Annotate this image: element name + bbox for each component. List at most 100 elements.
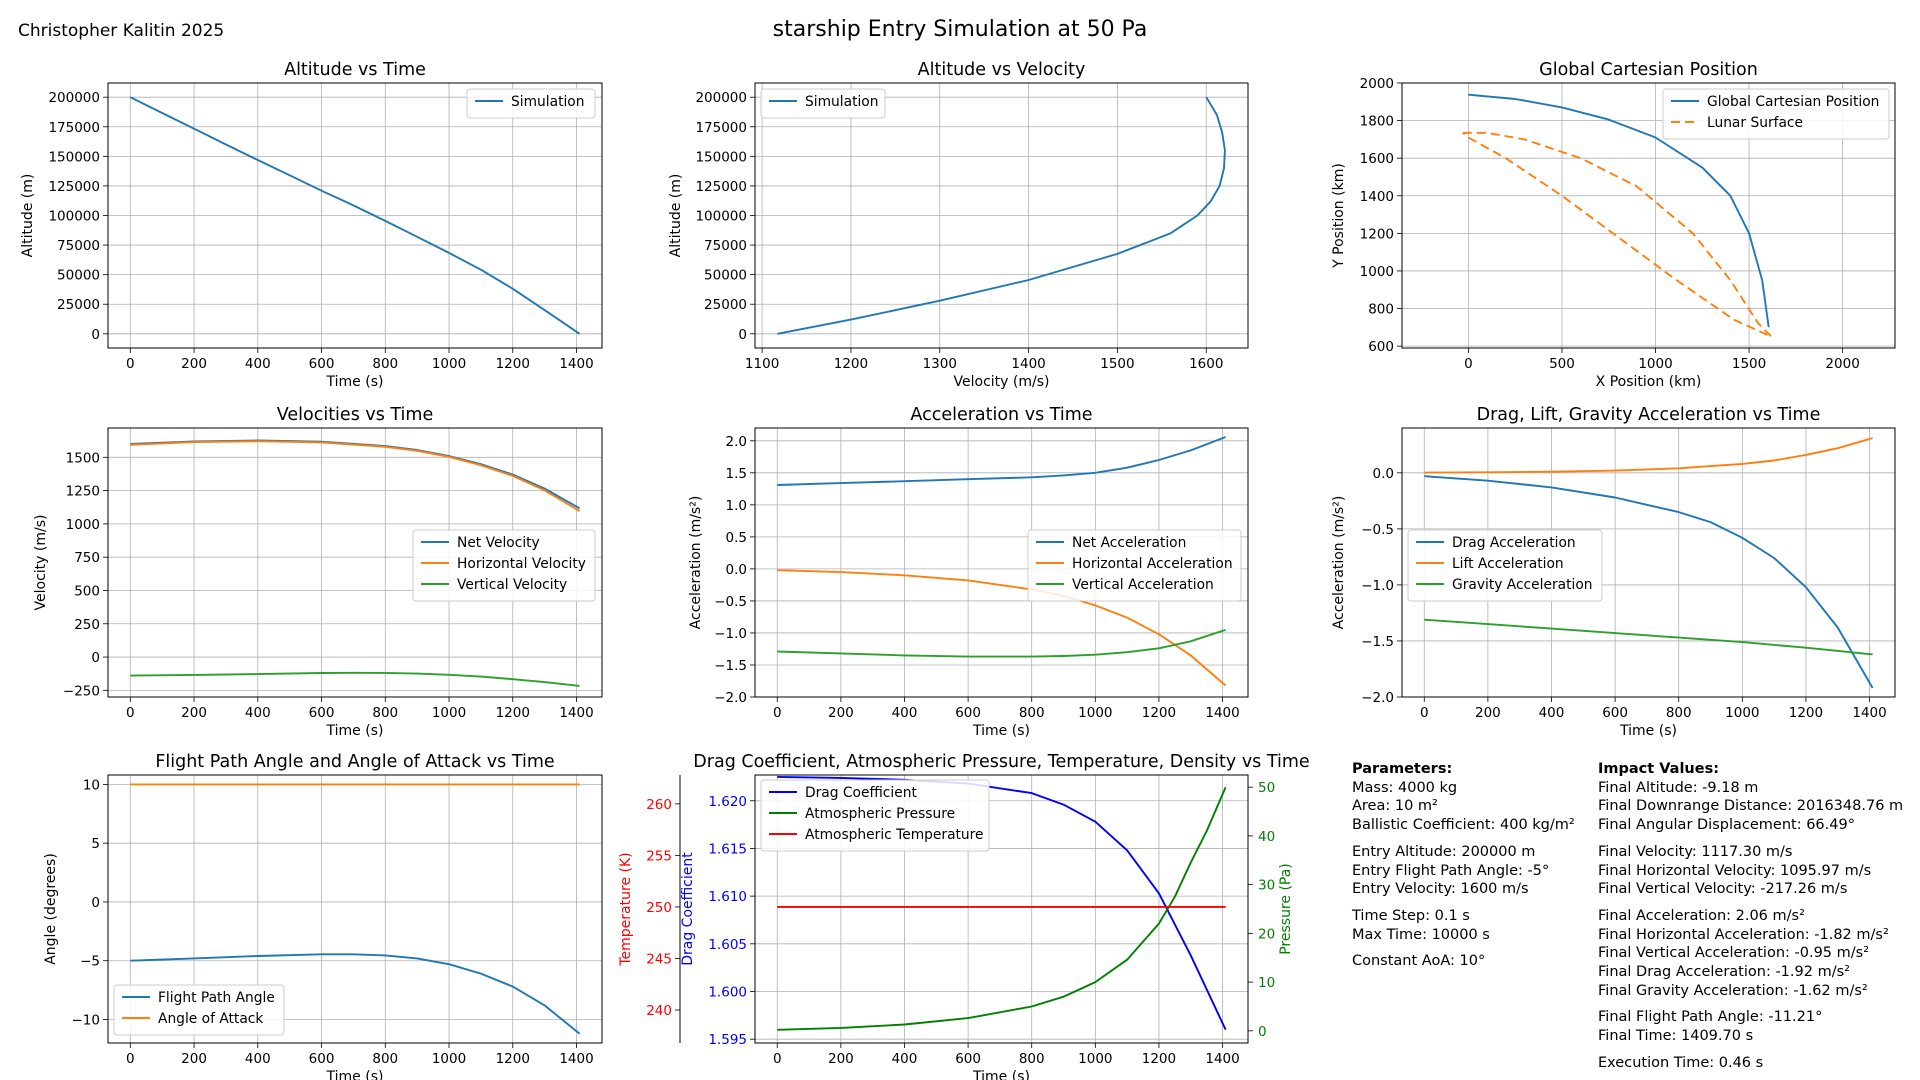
y-tick-label: 2.0 bbox=[726, 434, 747, 450]
panel-line: Time Step: 0.1 s bbox=[1352, 907, 1470, 924]
panel-heading: Impact Values: bbox=[1598, 761, 1720, 777]
y-tick-label: 1200 bbox=[1360, 226, 1394, 242]
y-tick-label: 25000 bbox=[57, 297, 100, 313]
x-axis-label: Velocity (m/s) bbox=[954, 374, 1050, 390]
panel-gap bbox=[1598, 1046, 1903, 1054]
legend-label: Horizontal Acceleration bbox=[1072, 556, 1233, 572]
y-tick-label: 0 bbox=[91, 650, 100, 666]
y-tick-label: 1.620 bbox=[708, 794, 747, 810]
y-axis-label: Angle (degrees) bbox=[43, 853, 59, 965]
chart-title: Altitude vs Velocity bbox=[918, 60, 1086, 80]
x-tick-label: 1400 bbox=[1205, 1051, 1239, 1067]
legend-label: Gravity Acceleration bbox=[1452, 577, 1593, 593]
x-tick-label: 1400 bbox=[1011, 356, 1045, 372]
x-tick-label: 400 bbox=[892, 1051, 918, 1067]
impact-values-panel: Impact Values: Final Altitude: -9.18 m Fin… bbox=[1598, 760, 1903, 1073]
temp-tick-label: 250 bbox=[646, 900, 672, 916]
y-tick-label: 0 bbox=[91, 327, 100, 343]
y-tick-label: 1.610 bbox=[708, 889, 747, 905]
x-axis-label: Time (s) bbox=[1619, 723, 1677, 739]
y-tick-label: 600 bbox=[1368, 339, 1394, 355]
y-tick-label: 500 bbox=[74, 583, 100, 599]
y-tick-label: −1.0 bbox=[714, 626, 747, 642]
chart-title: Global Cartesian Position bbox=[1539, 60, 1758, 80]
y-tick-label: 125000 bbox=[695, 179, 747, 195]
y-axis-label: Velocity (m/s) bbox=[33, 515, 49, 611]
y-tick-label: 0 bbox=[91, 895, 100, 911]
legend-label: Simulation bbox=[511, 94, 585, 110]
panel-line: Final Flight Path Angle: -11.21° bbox=[1598, 1009, 1823, 1026]
y-axis-label: Acceleration (m/s²) bbox=[688, 496, 704, 630]
x-tick-label: 1500 bbox=[1100, 356, 1134, 372]
chart-dlg_time: Drag, Lift, Gravity Acceleration vs Time… bbox=[1331, 405, 1896, 739]
y-tick-label: 175000 bbox=[695, 120, 747, 136]
x-tick-label: 1200 bbox=[1142, 1051, 1176, 1067]
x-tick-label: 0 bbox=[1420, 705, 1429, 721]
panel-gap bbox=[1352, 899, 1575, 907]
x-tick-label: 1500 bbox=[1732, 356, 1766, 372]
legend-box bbox=[1027, 529, 1242, 602]
x-axis-label: Time (s) bbox=[972, 723, 1030, 739]
plot-frame bbox=[1401, 82, 1896, 349]
x-tick-label: 200 bbox=[181, 356, 207, 372]
panel-line: Constant AoA: 10° bbox=[1352, 953, 1486, 970]
legend: Net Acceleration Horizontal Acceleration V… bbox=[1027, 529, 1242, 602]
panel-line: Mass: 4000 kg bbox=[1352, 779, 1458, 796]
legend-label: Horizontal Velocity bbox=[457, 556, 586, 572]
parameters-panel: Parameters: Mass: 4000 kg Area: 10 m² Balli… bbox=[1352, 760, 1575, 971]
legend-label: Global Cartesian Position bbox=[1707, 94, 1879, 110]
x-tick-label: 1200 bbox=[834, 356, 868, 372]
y-axis-label-drag: Drag Coefficient bbox=[680, 852, 696, 966]
plot-frame bbox=[754, 82, 1249, 349]
legend: Flight Path Angle Angle of Attack bbox=[113, 984, 285, 1036]
author-credit: Christopher Kalitin 2025 bbox=[18, 21, 225, 41]
y-tick-label: 75000 bbox=[57, 238, 100, 254]
x-tick-label: 200 bbox=[1475, 705, 1501, 721]
panel-line: Final Velocity: 1117.30 m/s bbox=[1598, 843, 1793, 860]
y-tick-label: 1.615 bbox=[708, 841, 747, 857]
y-tick-label: −1.5 bbox=[1361, 634, 1394, 650]
panel-line: Execution Time: 0.46 s bbox=[1598, 1054, 1764, 1071]
panel-line: Final Angular Displacement: 66.49° bbox=[1598, 817, 1855, 834]
y-tick-label: 0.0 bbox=[726, 562, 747, 578]
panel-line: Ballistic Coefficient: 400 kg/m² bbox=[1352, 817, 1575, 834]
y-tick-label: −5 bbox=[80, 954, 100, 970]
chart-cart_pos: Global Cartesian Position 0 500 1000 1500 200… bbox=[1331, 60, 1896, 390]
plot-frame bbox=[107, 774, 603, 1044]
x-tick-label: 600 bbox=[1602, 705, 1628, 721]
y-tick-label: 1250 bbox=[66, 484, 100, 500]
series-line-drag-coefficient bbox=[777, 775, 1227, 1031]
y-tick-label: 1.600 bbox=[708, 984, 747, 1000]
y-tick-label: 1800 bbox=[1360, 114, 1394, 130]
legend-box bbox=[760, 779, 990, 852]
series-line-global-cartesian-position bbox=[1468, 93, 1770, 328]
y-tick-label: 750 bbox=[74, 550, 100, 566]
x-tick-label: 1300 bbox=[923, 356, 957, 372]
y-axis-label: Y Position (km) bbox=[1331, 163, 1347, 269]
legend-label: Lift Acceleration bbox=[1452, 556, 1564, 572]
x-tick-label: 400 bbox=[1539, 705, 1565, 721]
y-tick-label: 125000 bbox=[48, 179, 100, 195]
series-line-lift-acceleration bbox=[1424, 437, 1873, 474]
y-tick-label: −1.0 bbox=[1361, 578, 1394, 594]
x-tick-label: 200 bbox=[828, 705, 854, 721]
chart-title: Altitude vs Time bbox=[284, 60, 426, 80]
y-tick-label: 100000 bbox=[695, 209, 747, 225]
chart-alt_time: Altitude vs Time 0 200 400 600 800 1000 1200 140… bbox=[20, 60, 603, 390]
y-tick-label: 100000 bbox=[48, 209, 100, 225]
x-axis-label: Time (s) bbox=[972, 1069, 1030, 1080]
x-tick-label: 600 bbox=[309, 1051, 335, 1067]
y-tick-label: 250 bbox=[74, 617, 100, 633]
x-tick-label: 1000 bbox=[432, 705, 466, 721]
legend-box bbox=[466, 88, 596, 119]
legend: Simulation bbox=[466, 88, 596, 119]
x-tick-label: 2000 bbox=[1825, 356, 1859, 372]
panel-line: Entry Altitude: 200000 m bbox=[1352, 843, 1536, 860]
legend-label: Drag Acceleration bbox=[1452, 535, 1576, 551]
legend-label: Drag Coefficient bbox=[805, 785, 917, 801]
chart-title: Drag, Lift, Gravity Acceleration vs Time bbox=[1477, 405, 1821, 425]
panel-line: Entry Velocity: 1600 m/s bbox=[1352, 881, 1529, 898]
x-tick-label: 1200 bbox=[496, 705, 530, 721]
pres-tick-label: 0 bbox=[1258, 1024, 1267, 1040]
series-line-simulation bbox=[129, 96, 581, 335]
